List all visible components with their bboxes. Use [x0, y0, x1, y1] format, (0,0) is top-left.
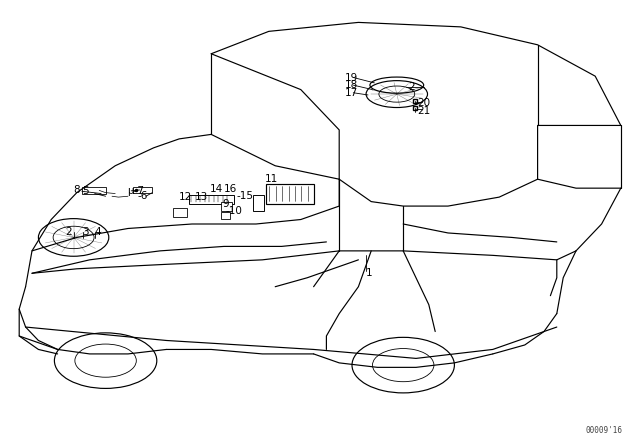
Text: 3: 3: [82, 227, 88, 237]
FancyBboxPatch shape: [189, 195, 234, 204]
Text: -15: -15: [237, 191, 254, 201]
FancyBboxPatch shape: [221, 202, 232, 211]
Text: 14: 14: [210, 184, 223, 194]
Text: 16: 16: [224, 184, 237, 194]
FancyBboxPatch shape: [173, 208, 187, 217]
Text: 13: 13: [195, 192, 209, 202]
Text: -10: -10: [225, 206, 242, 215]
FancyBboxPatch shape: [253, 195, 264, 211]
Text: 11: 11: [264, 174, 278, 184]
Text: 12: 12: [179, 192, 193, 202]
Text: 17: 17: [344, 88, 358, 98]
Text: 2: 2: [408, 82, 415, 92]
FancyBboxPatch shape: [133, 187, 152, 193]
Text: 19: 19: [344, 73, 358, 82]
Text: 21: 21: [417, 106, 431, 116]
Text: 20: 20: [417, 98, 431, 108]
Text: -6: -6: [138, 191, 148, 201]
Text: 1: 1: [366, 268, 372, 278]
FancyBboxPatch shape: [266, 184, 314, 204]
Text: 4: 4: [95, 227, 101, 237]
Text: 5: 5: [82, 186, 88, 196]
Text: 00009'16: 00009'16: [585, 426, 622, 435]
Text: 8: 8: [73, 185, 79, 194]
Text: µ-7: µ-7: [127, 186, 144, 196]
Text: 2: 2: [65, 227, 72, 237]
FancyBboxPatch shape: [82, 187, 106, 194]
Text: 9: 9: [222, 199, 228, 209]
Text: 18: 18: [344, 80, 358, 90]
FancyBboxPatch shape: [221, 212, 230, 219]
